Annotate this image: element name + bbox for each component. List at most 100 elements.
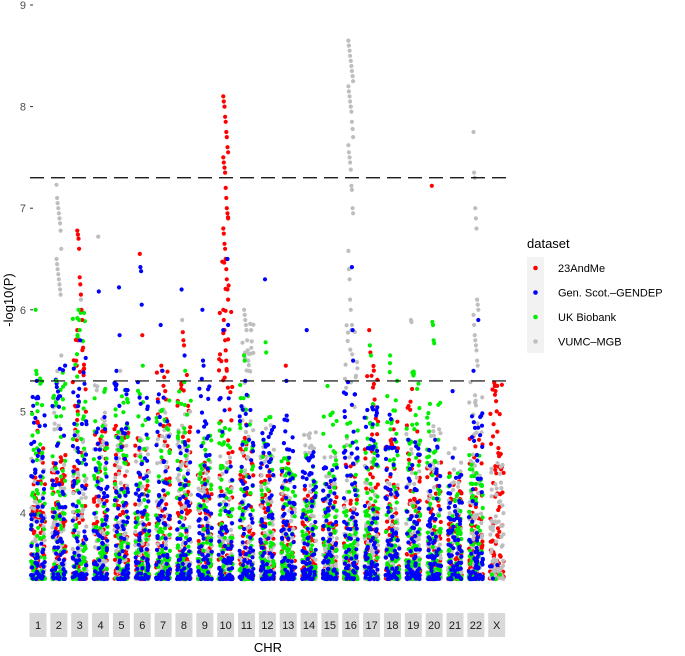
top-hit-uk-biobank [264,350,269,355]
top-hit-23andme [80,317,85,323]
point-gen-scot-gendep [124,575,129,580]
point-gen-scot-gendep [81,370,86,375]
point-23andme [222,375,227,380]
point-uk-biobank [376,506,381,511]
point-vumc-mgb [180,461,185,466]
point-gen-scot-gendep [291,540,296,545]
point-gen-scot-gendep [41,547,46,553]
point-gen-scot-gendep [290,564,295,570]
point-gen-scot-gendep [115,566,120,571]
point-gen-scot-gendep [284,413,289,418]
top-hit-vumc-mgb [180,317,185,323]
top-hit-23andme [224,129,229,135]
point-uk-biobank [310,543,315,548]
point-uk-biobank [80,503,85,508]
point-gen-scot-gendep [263,444,268,449]
point-uk-biobank [373,499,378,504]
point-gen-scot-gendep [239,500,245,505]
point-gen-scot-gendep [139,576,144,581]
point-uk-biobank [217,421,222,426]
point-uk-biobank [159,448,164,454]
point-uk-biobank [218,485,223,490]
point-vumc-mgb [179,506,185,511]
point-gen-scot-gendep [33,556,38,561]
point-gen-scot-gendep [325,506,330,511]
point-23andme [161,383,166,388]
point-vumc-mgb [309,513,314,518]
point-gen-scot-gendep [363,424,369,429]
point-vumc-mgb [240,340,245,345]
point-gen-scot-gendep [51,572,56,577]
point-gen-scot-gendep [80,483,85,489]
point-uk-biobank [375,494,380,499]
point-gen-scot-gendep [185,471,190,476]
point-23andme [354,497,359,502]
top-hit-vumc-mgb [346,38,351,43]
point-gen-scot-gendep [312,495,317,500]
point-23andme [83,387,88,392]
point-uk-biobank [267,521,272,526]
point-gen-scot-gendep [237,548,242,553]
point-gen-scot-gendep [35,453,40,458]
point-uk-biobank [175,458,180,463]
point-uk-biobank [330,422,336,427]
point-vumc-mgb [187,525,192,530]
point-gen-scot-gendep [134,561,139,566]
point-uk-biobank [41,534,46,539]
point-23andme [370,385,376,390]
point-gen-scot-gendep [374,462,379,467]
point-uk-biobank [375,555,380,561]
point-vumc-mgb [249,328,254,333]
point-gen-scot-gendep [35,504,41,510]
point-gen-scot-gendep [368,538,373,543]
point-gen-scot-gendep [35,481,40,486]
point-gen-scot-gendep [61,558,66,563]
point-uk-biobank [119,542,124,547]
point-23andme [371,381,376,387]
point-23andme [348,498,353,503]
point-23andme [334,495,339,500]
point-uk-biobank [36,525,41,530]
point-gen-scot-gendep [41,516,46,521]
point-gen-scot-gendep [241,481,246,486]
point-gen-scot-gendep [370,569,376,574]
top-hit-gen-scot-gendep [139,269,144,274]
point-uk-biobank [177,389,182,394]
point-23andme [59,458,64,463]
point-uk-biobank [347,489,352,494]
point-uk-biobank [50,506,56,511]
point-gen-scot-gendep [121,430,126,436]
point-uk-biobank [333,548,338,554]
point-vumc-mgb [348,347,353,352]
point-gen-scot-gendep [250,483,255,488]
top-hit-vumc-mgb [346,248,351,253]
point-gen-scot-gendep [226,396,231,401]
point-gen-scot-gendep [334,519,339,525]
point-gen-scot-gendep [163,522,168,527]
point-uk-biobank [175,543,181,548]
point-23andme [163,389,168,394]
point-uk-biobank [50,454,55,459]
top-hit-vumc-mgb [347,277,352,282]
point-gen-scot-gendep [365,544,370,550]
point-gen-scot-gendep [333,541,338,546]
point-gen-scot-gendep [309,504,315,509]
point-uk-biobank [250,508,255,513]
point-uk-biobank [237,525,242,530]
point-gen-scot-gendep [121,503,126,508]
point-gen-scot-gendep [36,572,42,577]
point-23andme [145,483,150,488]
top-hit-uk-biobank [242,353,247,358]
point-vumc-mgb [76,530,81,535]
point-uk-biobank [99,477,104,483]
top-hit-vumc-mgb [349,183,354,188]
top-hit-23andme [225,287,230,292]
point-gen-scot-gendep [70,518,75,523]
point-gen-scot-gendep [248,512,253,518]
point-gen-scot-gendep [71,469,76,474]
point-gen-scot-gendep [137,494,142,499]
point-gen-scot-gendep [205,523,210,529]
point-23andme [373,485,378,490]
point-23andme [300,520,305,525]
point-gen-scot-gendep [102,491,107,496]
